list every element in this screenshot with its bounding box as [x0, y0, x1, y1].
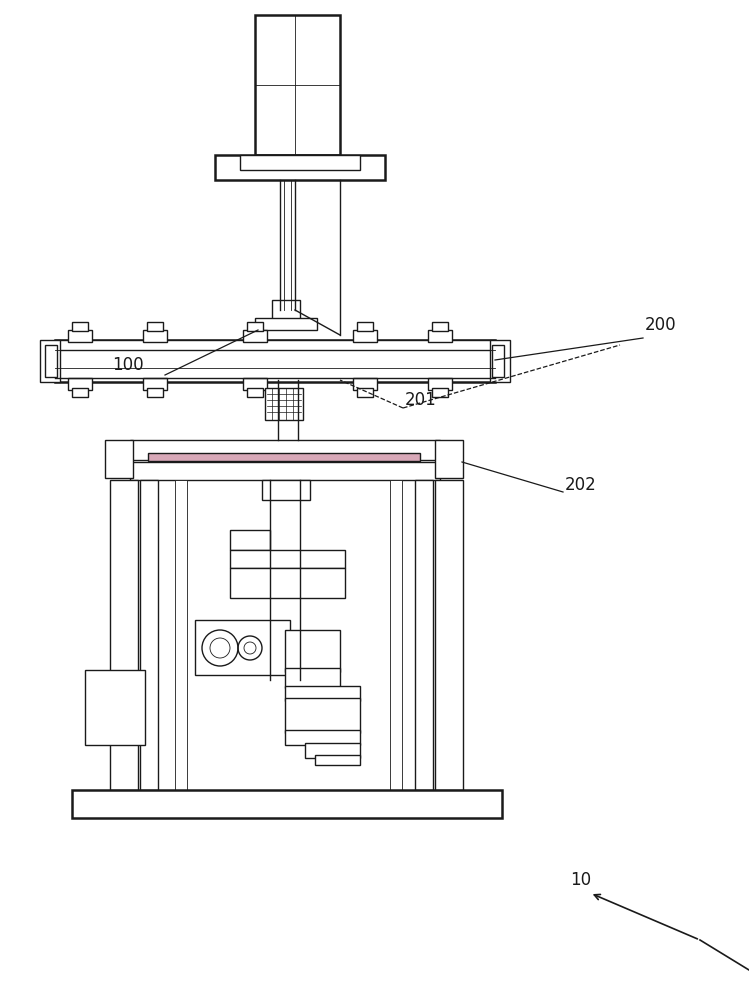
Bar	[55, 340, 495, 350]
Bar	[68, 330, 92, 342]
Bar	[262, 480, 310, 500]
Bar	[390, 480, 402, 790]
Bar	[255, 318, 317, 330]
Bar	[130, 462, 440, 480]
Bar	[72, 322, 88, 331]
Bar	[353, 378, 377, 390]
Bar	[305, 743, 360, 758]
Text: 100: 100	[112, 356, 144, 374]
Text: 10: 10	[570, 871, 591, 889]
Bar	[140, 480, 158, 790]
Bar	[415, 480, 433, 790]
Bar	[285, 698, 360, 733]
Bar	[195, 620, 290, 675]
Bar	[243, 378, 267, 390]
Bar	[428, 330, 452, 342]
Bar	[72, 388, 88, 397]
Bar	[147, 322, 163, 331]
Bar	[68, 378, 92, 390]
Bar	[490, 340, 510, 382]
Bar	[247, 322, 263, 331]
Text: 200: 200	[645, 316, 676, 334]
Bar	[285, 630, 340, 672]
Bar	[285, 686, 360, 701]
Bar	[243, 330, 267, 342]
Bar	[105, 440, 133, 478]
Bar	[357, 322, 373, 331]
Bar	[147, 388, 163, 397]
Bar	[432, 388, 448, 397]
Bar	[143, 378, 167, 390]
Text: 201: 201	[405, 391, 437, 409]
Text: 202: 202	[565, 476, 597, 494]
Bar	[110, 480, 138, 790]
Bar	[230, 568, 345, 598]
Bar	[72, 790, 502, 818]
Bar	[247, 388, 263, 397]
Bar	[230, 530, 270, 550]
Bar	[45, 345, 57, 377]
Bar	[130, 440, 440, 460]
Bar	[285, 668, 340, 688]
Bar	[255, 15, 340, 155]
Bar	[265, 388, 303, 420]
Bar	[353, 330, 377, 342]
Bar	[175, 480, 187, 790]
Bar	[85, 670, 145, 745]
Bar	[272, 300, 300, 322]
Bar	[148, 453, 420, 461]
Bar	[55, 340, 495, 382]
Bar	[40, 340, 60, 382]
Bar	[357, 388, 373, 397]
Bar	[240, 155, 360, 170]
Bar	[215, 155, 385, 180]
Bar	[435, 440, 463, 478]
Bar	[230, 550, 345, 568]
Bar	[315, 755, 360, 765]
Bar	[432, 322, 448, 331]
Bar	[435, 480, 463, 790]
Bar	[285, 730, 360, 745]
Bar	[428, 378, 452, 390]
Bar	[492, 345, 504, 377]
Bar	[143, 330, 167, 342]
